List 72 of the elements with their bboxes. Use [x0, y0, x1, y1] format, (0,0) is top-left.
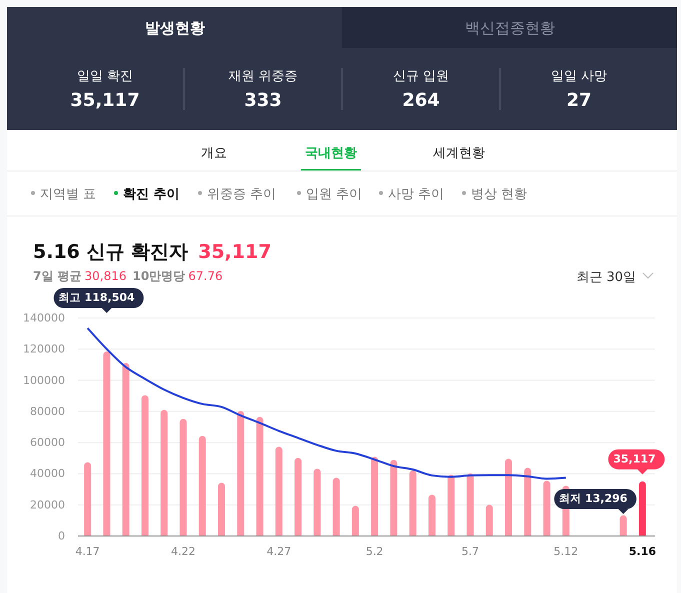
bar — [160, 410, 168, 536]
y-tick-label: 40000 — [30, 467, 65, 480]
text: 264 — [402, 90, 440, 111]
bar — [275, 446, 282, 536]
text: 최근 30일 — [576, 270, 636, 285]
bar — [237, 410, 244, 536]
text: 35,117 — [70, 90, 140, 111]
annotation: 35,117 — [613, 452, 656, 466]
y-tick-label: 80000 — [30, 404, 65, 418]
line-series — [86, 327, 567, 480]
bar — [638, 481, 646, 536]
text: 위중증 추이 — [207, 187, 276, 202]
bar — [198, 436, 206, 536]
text: 세계현황 — [433, 146, 485, 161]
text: 확진 추이 — [123, 187, 180, 202]
text: 30,816 — [84, 269, 127, 283]
text: 일일 확진 — [76, 69, 134, 84]
text: 국내현황 — [305, 146, 357, 161]
bar — [448, 474, 455, 536]
bar — [256, 416, 264, 536]
x-tick-label: 5.7 — [461, 544, 479, 558]
text: 7일 평균 — [33, 269, 82, 283]
bar — [218, 482, 225, 536]
bar — [294, 458, 302, 536]
y-tick-label: 20000 — [30, 498, 65, 512]
y-tick-label: 140000 — [23, 312, 65, 325]
text: 발생현황 — [145, 19, 205, 37]
text: 67.76 — [188, 269, 223, 283]
text: 병상 현황 — [471, 187, 528, 202]
y-tick-label: 100000 — [23, 374, 65, 387]
y-tick-label: 120000 — [23, 342, 65, 356]
bar — [180, 418, 187, 536]
text: 개요 — [201, 146, 227, 161]
text: 333 — [244, 90, 282, 111]
y-tick-label: 60000 — [30, 436, 65, 450]
text: 사망 추이 — [388, 187, 444, 202]
bar — [84, 462, 92, 536]
text: 지역별 표 — [40, 187, 96, 202]
bar — [620, 515, 627, 536]
text: 35,117 — [198, 241, 272, 263]
bar — [332, 478, 340, 536]
x-tick-label: 4.22 — [170, 544, 196, 558]
text: 최고 118,504 — [58, 291, 136, 304]
annotation: 최저 13,296 — [559, 492, 628, 505]
bar — [409, 470, 416, 536]
text: 일일 사망 — [550, 69, 608, 84]
text: 27 — [566, 90, 592, 111]
bar — [103, 351, 110, 536]
text: 입원 추이 — [306, 187, 362, 202]
x-tick-label: 5.2 — [366, 544, 384, 558]
chart-title: 5.16 신규 확진자 — [33, 241, 188, 263]
bar — [352, 506, 359, 536]
bar — [141, 395, 148, 536]
text: 10만명당 — [132, 269, 186, 283]
bar — [524, 468, 532, 536]
bar — [466, 473, 474, 536]
x-tick-label: 4.27 — [266, 544, 292, 558]
x-tick-label: 5.12 — [554, 544, 578, 558]
bar — [314, 468, 321, 536]
bar — [486, 504, 493, 536]
text: 신규 입원 — [392, 69, 450, 84]
bar — [122, 363, 130, 536]
bar — [371, 456, 378, 536]
text: 재원 위중증 — [228, 69, 298, 84]
bar — [428, 494, 436, 536]
x-tick-label: 5.16 — [628, 544, 656, 558]
bar — [505, 458, 512, 536]
bar — [390, 460, 398, 536]
y-tick-label: 0 — [58, 530, 65, 543]
x-tick-label: 4.17 — [75, 544, 100, 558]
text: 백신접종현황 — [465, 19, 555, 37]
bar — [543, 480, 550, 536]
